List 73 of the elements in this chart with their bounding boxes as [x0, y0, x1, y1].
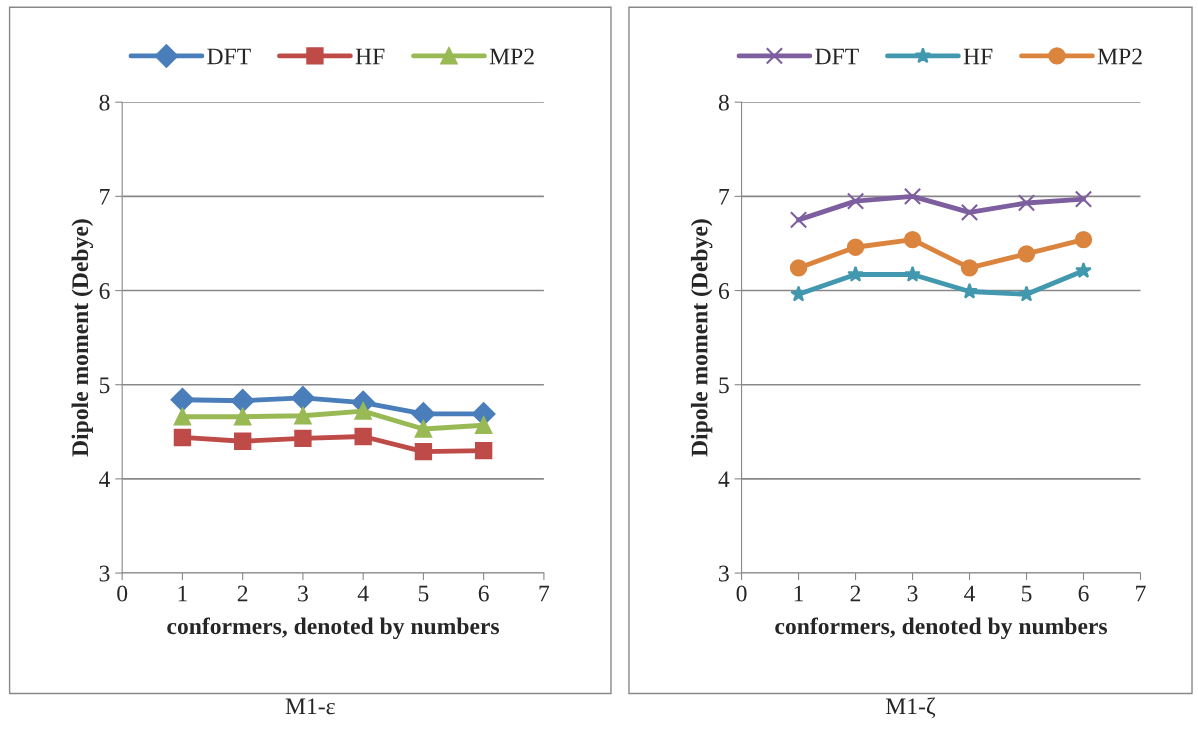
text: M1-ε	[285, 698, 335, 715]
x-tick-label: 6	[478, 585, 489, 602]
point	[291, 386, 315, 410]
point	[789, 259, 808, 277]
legend-label: DFT	[207, 48, 251, 65]
y-tick-label: 6	[718, 283, 730, 299]
point	[474, 441, 493, 460]
y-tick-label: 4	[99, 471, 111, 488]
point	[1075, 262, 1092, 278]
x-tick-label: 1	[794, 585, 804, 602]
x-tick-label: 4	[964, 585, 976, 602]
point	[1074, 190, 1093, 208]
x-tick-label: 5	[1021, 585, 1032, 602]
point	[789, 211, 808, 229]
legend-label: HF	[355, 48, 385, 65]
x-tick-label: 7	[539, 585, 550, 602]
x-tick-label: 3	[298, 585, 308, 602]
point	[170, 387, 195, 412]
y-tick-label: 8	[718, 94, 729, 111]
y-tick-label: 7	[100, 189, 110, 205]
point	[1017, 245, 1036, 263]
x-tick-label: 0	[117, 585, 128, 602]
point	[846, 238, 865, 256]
legend-label: MP2	[489, 48, 534, 65]
y-tick-label: 3	[99, 565, 110, 582]
legend-label: HF	[963, 48, 993, 65]
point	[903, 187, 922, 206]
text: M1-ζ	[885, 697, 936, 719]
x-axis-title: conformers, denoted by numbers	[775, 617, 1108, 640]
y-tick-label: 4	[718, 471, 730, 488]
point	[1017, 194, 1036, 212]
point	[294, 429, 312, 448]
point	[790, 285, 807, 302]
y-tick-label: 7	[719, 189, 730, 205]
legend-label: MP2	[1097, 48, 1142, 65]
y-tick-label: 5	[99, 377, 110, 394]
point	[1018, 285, 1035, 302]
x-tick-label: 5	[418, 585, 429, 602]
point	[173, 428, 192, 447]
point	[230, 388, 255, 413]
legend-label: DFT	[815, 48, 859, 65]
y-tick-label: 8	[99, 94, 110, 111]
point	[960, 203, 979, 222]
x-tick-label: 2	[237, 585, 248, 602]
point	[960, 259, 979, 277]
point	[294, 407, 312, 425]
point	[847, 265, 864, 282]
point	[903, 231, 922, 249]
point	[354, 402, 372, 420]
point	[414, 420, 433, 438]
x-tick-label: 4	[357, 585, 369, 602]
y-tick-label: 5	[719, 377, 729, 394]
x-tick-label: 2	[850, 585, 861, 602]
point	[234, 408, 252, 426]
point	[846, 192, 865, 210]
x-axis-title: conformers, denoted by numbers	[167, 617, 500, 640]
x-tick-label: 1	[178, 585, 187, 602]
point	[1074, 231, 1093, 249]
y-axis-title: Dipole moment (Debye)	[690, 219, 713, 457]
y-tick-label: 3	[719, 565, 729, 582]
point	[474, 416, 493, 434]
y-tick-label: 6	[99, 283, 110, 299]
x-tick-label: 6	[1078, 585, 1089, 602]
x-tick-label: 7	[1136, 585, 1146, 602]
x-tick-label: 0	[736, 585, 747, 602]
point	[354, 427, 372, 446]
point	[411, 402, 436, 426]
point	[904, 265, 921, 282]
point	[234, 432, 252, 450]
point	[173, 408, 192, 426]
y-axis-title: Dipole moment (Debye)	[71, 219, 94, 457]
x-tick-label: 3	[907, 585, 918, 602]
point	[414, 442, 433, 461]
